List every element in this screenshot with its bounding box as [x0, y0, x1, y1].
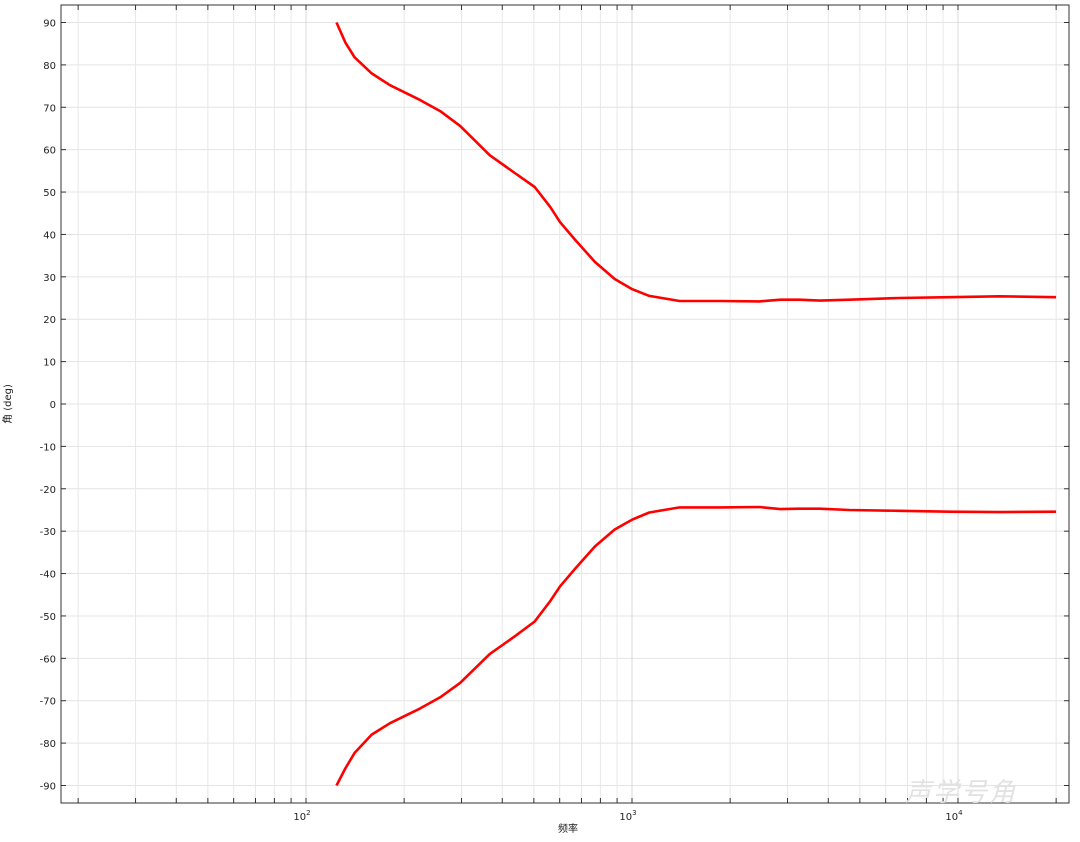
y-tick-label: 80 — [43, 61, 56, 72]
y-tick-label: -10 — [40, 442, 56, 453]
y-tick-label: -90 — [40, 782, 56, 793]
y-tick-label: 70 — [43, 103, 56, 114]
y-tick-label: 40 — [43, 230, 56, 241]
plot-frame — [60, 4, 1070, 804]
y-tick-label: -70 — [40, 697, 56, 708]
y-tick-label: 60 — [43, 146, 56, 157]
x-axis-ticks: 102 103 104 — [77, 5, 1057, 823]
y-tick-label: -80 — [40, 739, 56, 750]
x-tick-exp: 4 — [958, 809, 963, 817]
y-tick-label: -40 — [40, 570, 56, 581]
series-line-1 — [335, 21, 1057, 303]
x-tick-label: 103 — [619, 809, 636, 823]
x-tick-label: 102 — [293, 809, 310, 823]
x-tick-exp: 3 — [632, 809, 636, 817]
series-lines — [335, 21, 1057, 787]
y-tick-label: 20 — [43, 315, 56, 326]
x-tick-base: 10 — [619, 812, 632, 823]
grid — [61, 5, 1069, 803]
y-tick-label: 90 — [43, 19, 56, 30]
x-tick-base: 10 — [293, 812, 306, 823]
y-tick-label: -50 — [40, 612, 56, 623]
x-tick-exp: 2 — [306, 809, 310, 817]
y-tick-label: 0 — [50, 400, 56, 411]
y-tick-label: 30 — [43, 273, 56, 284]
x-axis-label: 频率 — [558, 822, 578, 835]
y-tick-label: 10 — [43, 358, 56, 369]
x-tick-label: 104 — [945, 809, 963, 823]
y-axis-label: 角 (deg) — [2, 384, 14, 424]
series-line-2 — [335, 505, 1057, 787]
watermark: 声学号角 — [905, 778, 1018, 808]
y-tick-label: -20 — [40, 485, 56, 496]
y-tick-label: -30 — [40, 527, 56, 538]
y-axis-ticks: 90 80 70 60 50 40 30 20 10 0 -10 -20 -30 -40 -50 -60 -70… — [40, 19, 1069, 793]
x-tick-base: 10 — [945, 812, 958, 823]
y-tick-label: 50 — [43, 188, 56, 199]
y-tick-label: -60 — [40, 654, 56, 665]
